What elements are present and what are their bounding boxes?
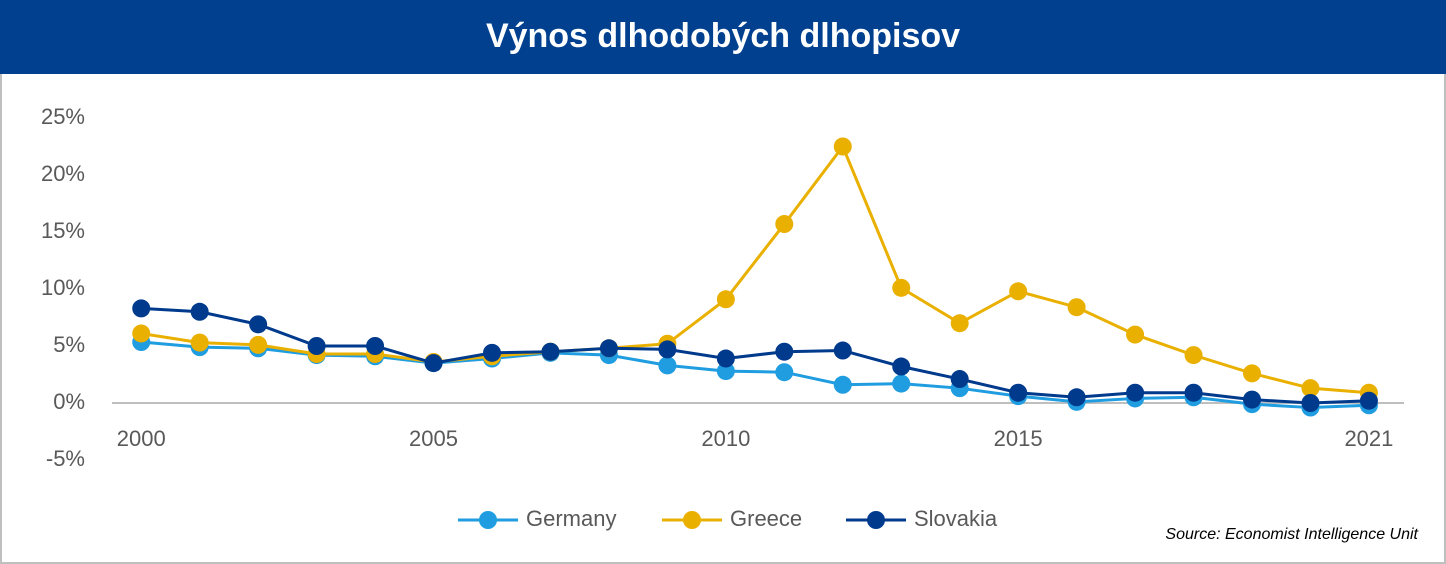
point	[190, 333, 209, 352]
point	[424, 354, 443, 373]
point	[892, 278, 911, 297]
legend-marker	[479, 511, 497, 529]
point	[1243, 364, 1261, 383]
series-line	[141, 306, 1369, 405]
point	[1126, 383, 1145, 402]
point	[1067, 388, 1086, 407]
legend-label: Greece	[730, 506, 802, 531]
point	[775, 342, 794, 361]
x-tick-label: 2015	[994, 426, 1043, 451]
point	[1359, 391, 1378, 410]
point	[1184, 383, 1203, 402]
point	[366, 337, 385, 355]
point	[541, 342, 560, 361]
point	[716, 362, 735, 381]
y-tick-label: 0%	[53, 389, 85, 414]
point	[658, 356, 677, 375]
y-tick-label: 5%	[53, 332, 85, 357]
point	[716, 349, 735, 368]
point	[716, 290, 735, 309]
point	[599, 339, 618, 358]
series-line	[141, 340, 1369, 410]
point	[892, 374, 911, 393]
point	[950, 370, 969, 389]
x-tick-label: 2005	[409, 426, 458, 451]
x-tick-label: 2000	[117, 426, 166, 451]
x-tick-label: 2021	[1344, 426, 1393, 451]
point	[892, 357, 911, 376]
point	[1301, 379, 1320, 398]
point	[190, 302, 209, 321]
point	[658, 340, 677, 359]
legend-marker	[683, 511, 701, 529]
point	[483, 343, 501, 362]
point	[307, 337, 326, 355]
point	[833, 341, 852, 360]
point	[1009, 383, 1028, 402]
point	[833, 375, 852, 394]
point	[833, 137, 852, 156]
legend-label: Germany	[526, 506, 616, 531]
point	[1184, 346, 1203, 365]
point	[775, 363, 794, 382]
point	[249, 335, 268, 354]
series-line	[140, 143, 1370, 395]
point	[1243, 390, 1261, 409]
point	[1126, 325, 1145, 344]
y-tick-label: 10%	[41, 275, 85, 300]
y-tick-label: 20%	[41, 161, 85, 186]
title-bar	[0, 0, 1446, 74]
point	[1301, 394, 1320, 412]
point	[775, 215, 794, 234]
chart-title: Výnos dlhodobých dlhopisov	[486, 17, 960, 55]
point	[950, 314, 969, 333]
point	[132, 299, 151, 318]
x-tick-label: 2010	[701, 426, 750, 451]
point	[132, 324, 151, 343]
y-tick-label: 25%	[41, 104, 85, 129]
point	[249, 315, 268, 334]
source: Source: Economist Intelligence Unit	[1165, 526, 1418, 543]
y-tick-label: 15%	[41, 218, 85, 243]
legend-marker	[867, 511, 885, 529]
point	[1009, 282, 1028, 301]
y-tick-label: -5%	[46, 446, 85, 471]
point	[1067, 298, 1086, 317]
legend-label: Slovakia	[914, 506, 998, 531]
